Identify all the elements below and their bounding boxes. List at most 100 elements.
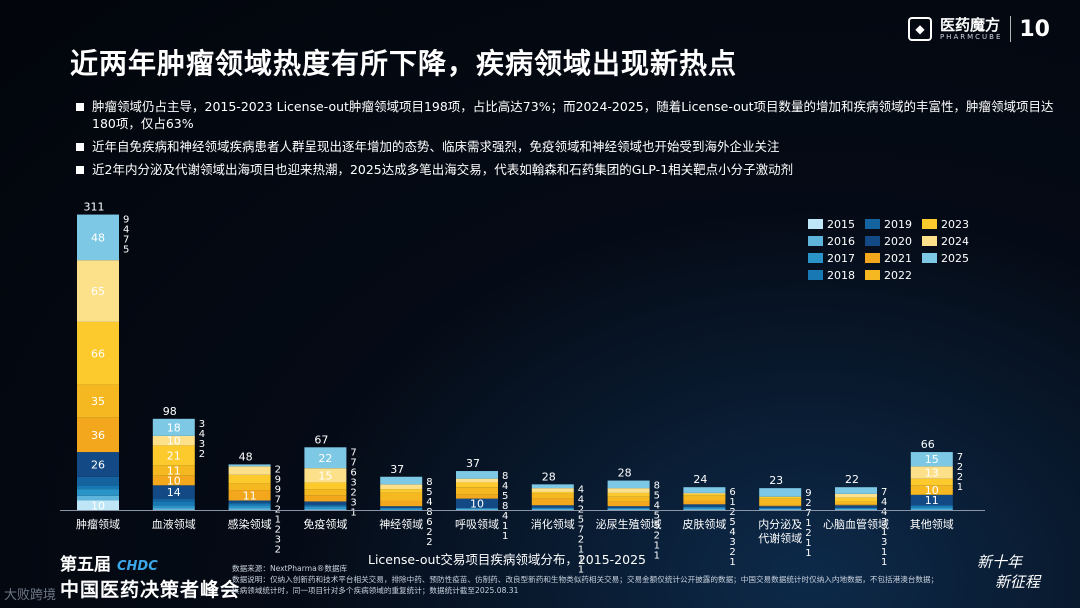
bar-value-label: 1 — [805, 538, 811, 549]
bar-value-label: 1 — [881, 547, 887, 558]
bar-value-label: 1 — [957, 482, 963, 493]
bar-segment — [456, 482, 498, 488]
bar-value-label: 1 — [350, 507, 356, 518]
logo-sub: PHARMCUBE — [939, 32, 1003, 41]
bar-segment — [152, 501, 195, 506]
bar-segment — [683, 492, 726, 494]
bar-value-label: 7 — [957, 452, 963, 463]
bar-segment — [910, 507, 953, 510]
bar-segment — [456, 478, 498, 483]
event-edition: 第五届 — [60, 555, 111, 575]
legend-label: 2018 — [827, 269, 855, 282]
bar-value-label: 2 — [275, 524, 281, 535]
bullet-item: 近2年内分泌及代谢领域出海项目也迎来热潮，2025达成多笔出海交易，代表如翰森和… — [76, 161, 1056, 178]
bar-total-label: 48 — [239, 450, 253, 463]
bullet-text: 近年自免疾病和神经领域疾病患者人群呈现出逐年增加的态势、临床需求强烈，免疫领域和… — [92, 139, 780, 154]
bar-segment — [607, 506, 650, 509]
bar-value-label: 5 — [654, 521, 660, 532]
bar-value-label: 2 — [729, 507, 735, 518]
bar-segment — [380, 476, 423, 485]
bar-value-label: 5 — [578, 514, 584, 525]
bar-segment — [304, 501, 347, 505]
legend-swatch — [922, 219, 937, 229]
bar-segment — [304, 447, 347, 469]
bar-segment — [835, 493, 877, 498]
bar-value-label: 2 — [578, 534, 584, 545]
bar-segment — [835, 508, 877, 510]
bar-segment — [228, 490, 271, 501]
bar-segment — [456, 508, 498, 510]
legend-label: 2025 — [941, 252, 969, 265]
bar-value-label: 8 — [502, 471, 508, 482]
category-label: 消化领域 — [531, 517, 575, 531]
bar-segment — [910, 509, 953, 510]
bar-value-label: 5 — [123, 245, 129, 256]
bar-segment — [759, 508, 802, 510]
cube-icon: ◆ — [907, 17, 932, 41]
bar-value-label: 14 — [167, 486, 181, 499]
bar-total-label: 67 — [314, 433, 328, 446]
bar-value-label: 3 — [881, 537, 887, 548]
bar-value-label: 1 — [881, 527, 887, 538]
bar-segment — [683, 504, 726, 508]
bullet-text: 肿瘤领域仍占主导，2015-2023 License-out肿瘤领域项目198项… — [92, 99, 1054, 131]
bar-value-label: 26 — [91, 458, 105, 471]
chart-caption: License-out交易项目疾病领域分布，2015-2025 — [368, 552, 646, 567]
legend-swatch — [922, 236, 937, 246]
bar-value-label: 3 — [275, 534, 281, 545]
legend-swatch — [922, 253, 937, 263]
bar-segment — [759, 498, 802, 506]
bar-value-label: 13 — [925, 466, 939, 479]
bar-value-label: 2 — [578, 504, 584, 515]
category-label: 血液领域 — [152, 517, 196, 531]
bar-value-label: 7 — [881, 487, 887, 498]
bar-value-label: 9 — [275, 484, 281, 495]
bar-segment — [77, 321, 119, 385]
bar-value-label: 2 — [350, 487, 356, 498]
legend-swatch — [865, 253, 880, 263]
category-label: 代谢领域 — [758, 531, 802, 545]
bar-value-label: 1 — [578, 554, 584, 565]
bar-value-label: 10 — [167, 435, 181, 448]
bar-segment — [152, 435, 195, 446]
anniversary-mark: 10 — [1019, 16, 1050, 42]
legend-swatch — [865, 236, 880, 246]
bar-value-label: 4 — [502, 481, 508, 492]
legend-swatch — [865, 270, 880, 280]
bar-value-label: 5 — [426, 487, 432, 498]
bar-segment — [304, 495, 347, 502]
bar-segment — [228, 500, 271, 503]
event-name: 中国医药决策者峰会 — [60, 579, 241, 601]
bar-value-label: 2 — [957, 472, 963, 483]
bar-value-label: 3 — [350, 477, 356, 488]
bar-value-label: 15 — [318, 469, 332, 482]
bar-value-label: 2 — [199, 449, 205, 460]
bar-total-label: 22 — [845, 473, 859, 486]
category-label: 皮肤领域 — [682, 517, 726, 531]
bar-segment — [683, 487, 726, 493]
slogan-line-1: 新十年 — [976, 553, 1022, 571]
bar-segment — [759, 496, 802, 499]
bar-value-label: 2 — [805, 498, 811, 509]
bar-value-label: 1 — [578, 544, 584, 555]
bar-value-label: 3 — [881, 517, 887, 528]
legend-swatch — [808, 270, 823, 280]
bar-segment — [304, 468, 347, 483]
bar-value-label: 48 — [91, 231, 105, 244]
bar-value-label: 3 — [350, 497, 356, 508]
bar-total-label: 311 — [84, 201, 105, 214]
bar-value-label: 10 — [470, 497, 484, 510]
footnotes: 数据来源：NextPharma®数据库 数据说明：仅纳入创新药和技术平台相关交易… — [232, 563, 942, 596]
category-label: 呼吸领域 — [455, 518, 499, 531]
bar-value-label: 10 — [167, 475, 181, 488]
category-label: 免疫领域 — [303, 517, 347, 531]
legend-label: 2019 — [884, 218, 912, 231]
legend-label: 2023 — [941, 218, 969, 231]
bar-value-label: 4 — [426, 497, 432, 508]
square-bullet-icon — [76, 143, 84, 151]
bar-segment — [152, 485, 195, 499]
bar-value-label: 1 — [578, 564, 584, 575]
bar-value-label: 5 — [729, 517, 735, 528]
bar-segment — [607, 509, 650, 510]
bar-value-label: 11 — [243, 489, 257, 502]
